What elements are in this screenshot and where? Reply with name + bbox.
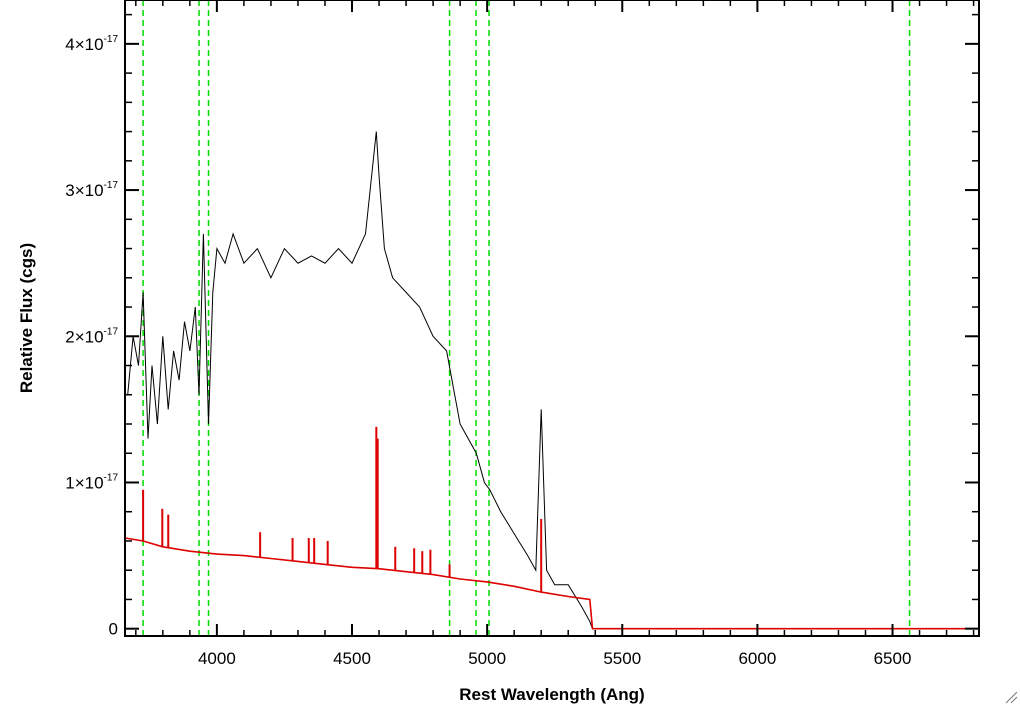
x-tick-label-1: 4500 bbox=[333, 649, 371, 668]
x-axis-label: Rest Wavelength (Ang) bbox=[459, 685, 644, 704]
resize-grip-icon[interactable] bbox=[1004, 690, 1018, 704]
y-axis-ticks: 0 1×10-17 2×10-17 3×10-17 4×10-17 bbox=[65, 13, 979, 639]
x-tick-label-2: 5000 bbox=[468, 649, 506, 668]
x-tick-label-0: 4000 bbox=[198, 649, 236, 668]
x-tick-label-4: 6000 bbox=[738, 649, 776, 668]
x-tick-label-3: 5500 bbox=[603, 649, 641, 668]
vertical-marker-lines bbox=[142, 0, 911, 636]
x-axis-ticks: 4000 4500 5000 5500 6000 6500 bbox=[135, 0, 975, 668]
plot-frame bbox=[124, 0, 980, 637]
y-tick-label-4: 4×10-17 bbox=[65, 34, 118, 54]
series-line-0 bbox=[127, 131, 979, 630]
y-axis-label: Relative Flux (cgs) bbox=[17, 243, 36, 393]
y-tick-label-3: 3×10-17 bbox=[65, 180, 118, 200]
series-line-1 bbox=[124, 537, 979, 630]
spectrum-series bbox=[124, 131, 979, 630]
y-tick-label-2: 2×10-17 bbox=[65, 326, 118, 346]
x-tick-label-5: 6500 bbox=[874, 649, 912, 668]
y-tick-label-1: 1×10-17 bbox=[65, 472, 118, 492]
y-tick-label-0: 0 bbox=[109, 620, 118, 639]
